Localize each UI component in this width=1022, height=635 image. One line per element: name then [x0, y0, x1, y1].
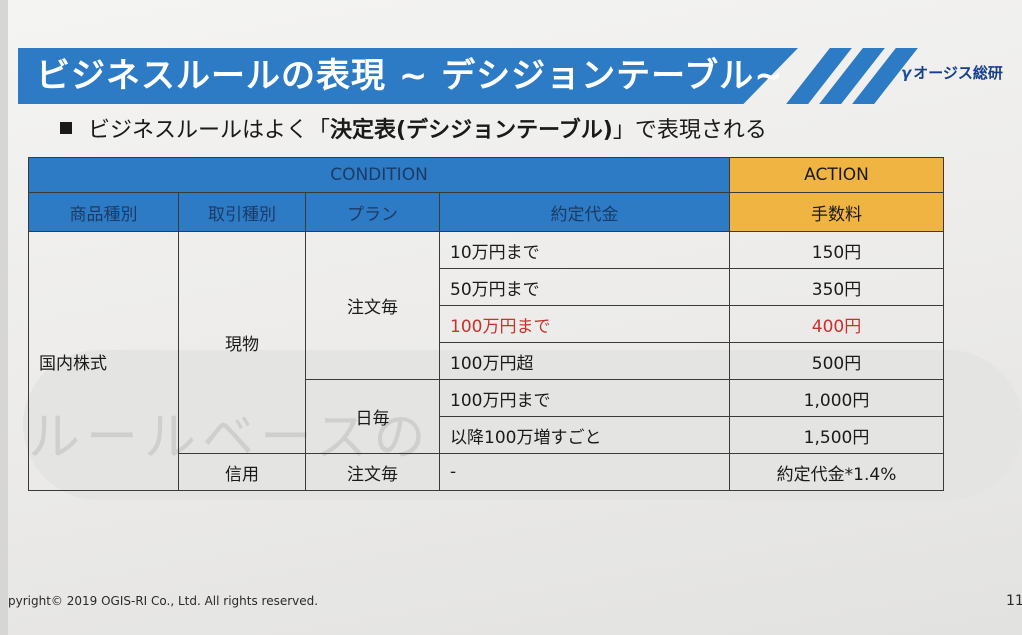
amount-cell-highlighted: 100万円まで: [438, 305, 731, 343]
column-header: プラン: [305, 192, 440, 232]
plan-cell: 注文毎: [305, 231, 440, 380]
action-header: ACTION: [729, 157, 945, 193]
amount-cell: 以降100万増すごと: [438, 416, 731, 454]
fee-cell: 1,500円: [729, 416, 945, 454]
page-number: 11: [1006, 593, 1022, 609]
copyright-footer: pyright© 2019 OGIS-RI Co., Ltd. All righ…: [8, 594, 319, 608]
decision-table: CONDITION ACTION 商品種別 取引種別 プラン 約定代金 手数料 …: [27, 157, 945, 491]
plan-cell: 日毎: [305, 379, 440, 454]
amount-cell: 50万円まで: [438, 268, 731, 306]
column-header: 商品種別: [28, 192, 179, 232]
product-cell: 国内株式: [28, 231, 179, 491]
slide-title: ビジネスルールの表現 ~ デシジョンテーブル~: [36, 56, 784, 96]
trade-type-cell: 信用: [178, 453, 306, 491]
column-header: 取引種別: [178, 192, 306, 232]
amount-cell: 10万円まで: [438, 231, 731, 269]
amount-cell: 100万円まで: [438, 379, 731, 417]
slide: ルールベースの ビジネスルールの表現 ~ デシジョンテーブル~ γ オージス総研 …: [8, 0, 1022, 635]
company-logo: γ オージス総研: [901, 62, 1003, 83]
fee-cell-highlighted: 400円: [729, 305, 945, 343]
fee-cell: 約定代金*1.4%: [729, 453, 945, 491]
column-header: 約定代金: [438, 192, 731, 232]
condition-header: CONDITION: [27, 157, 731, 193]
bullet-suffix: 」で表現される: [612, 118, 767, 143]
bullet-text: ビジネスルールはよく「決定表(デシジョンテーブル)」で表現される: [60, 112, 767, 144]
amount-cell: 100万円超: [438, 342, 731, 380]
column-header: 手数料: [729, 192, 945, 232]
fee-cell: 1,000円: [729, 379, 945, 417]
fee-cell: 350円: [729, 268, 945, 306]
trade-type-cell: 現物: [178, 231, 306, 454]
bullet-emphasis: 決定表(デシジョンテーブル): [330, 118, 613, 143]
fee-cell: 500円: [729, 342, 945, 380]
fee-cell: 150円: [729, 231, 945, 269]
plan-cell: 注文毎: [305, 453, 440, 491]
title-banner: [18, 48, 798, 104]
square-bullet-icon: [60, 122, 72, 134]
amount-cell: -: [438, 453, 731, 491]
logo-icon: γ: [901, 64, 912, 82]
bullet-prefix: ビジネスルールはよく「: [88, 118, 331, 143]
logo-text: オージス総研: [913, 64, 1003, 82]
